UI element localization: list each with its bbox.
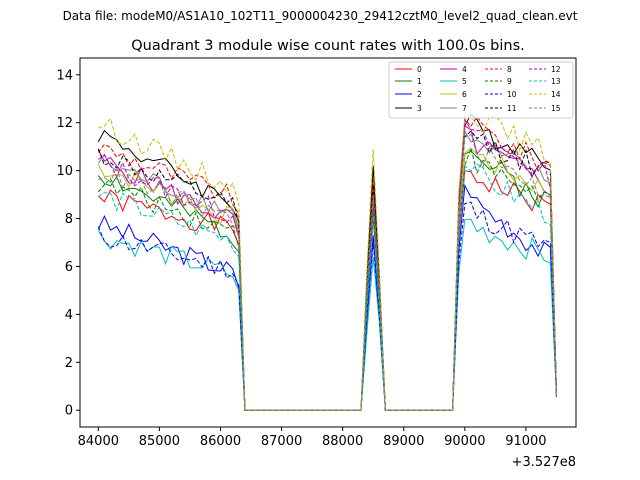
legend-label-5: 5 <box>462 77 467 86</box>
x-tick-label: 90000 <box>444 434 485 449</box>
series-line-12 <box>98 118 557 411</box>
y-tick-label: 14 <box>56 68 73 83</box>
legend-label-15: 15 <box>551 104 561 113</box>
axis-ticks: 84000 85000 86000 87000 88000 89000 90000 91000… <box>56 68 546 449</box>
legend-label-1: 1 <box>417 77 422 86</box>
y-tick-label: 2 <box>65 356 73 371</box>
legend-label-6: 6 <box>462 90 467 99</box>
legend-label-10: 10 <box>507 90 517 99</box>
x-tick-label: 86000 <box>200 434 241 449</box>
legend-label-4: 4 <box>462 65 467 74</box>
x-tick-label: 85000 <box>139 434 180 449</box>
legend-label-14: 14 <box>551 90 561 99</box>
x-tick-label: 84000 <box>78 434 119 449</box>
series-line-7 <box>97 129 557 411</box>
series-line-9 <box>97 146 557 411</box>
series-line-15 <box>98 133 557 411</box>
series-line-3 <box>97 113 557 411</box>
legend-label-13: 13 <box>551 77 561 86</box>
x-tick-label: 87000 <box>261 434 302 449</box>
x-offset-label: +3.527e8 <box>512 455 576 470</box>
y-tick-label: 4 <box>65 308 73 323</box>
legend-label-8: 8 <box>507 65 512 74</box>
series-line-6 <box>97 147 557 411</box>
legend-label-3: 3 <box>417 104 422 113</box>
y-tick-label: 8 <box>65 212 73 227</box>
legend-label-12: 12 <box>551 65 561 74</box>
y-tick-label: 12 <box>56 116 73 131</box>
x-tick-label: 91000 <box>505 434 546 449</box>
series-layer <box>97 113 557 411</box>
y-tick-label: 6 <box>65 260 73 275</box>
series-line-10 <box>97 201 557 411</box>
plot-frame <box>79 57 577 428</box>
y-tick-label: 0 <box>65 404 73 419</box>
legend-label-7: 7 <box>462 104 467 113</box>
chart-title: Quadrant 3 module wise count rates with … <box>131 38 525 54</box>
legend-box <box>388 61 574 119</box>
legend-label-0: 0 <box>417 65 422 74</box>
x-tick-label: 89000 <box>383 434 424 449</box>
series-line-13 <box>98 163 557 411</box>
data-file-caption: Data file: modeM0/AS1A10_102T11_90000042… <box>63 9 578 23</box>
series-line-14 <box>98 115 557 411</box>
series-line-2 <box>97 183 557 411</box>
x-tick-label: 88000 <box>322 434 363 449</box>
legend-label-9: 9 <box>507 77 512 86</box>
series-line-5 <box>97 218 557 411</box>
legend-label-11: 11 <box>507 104 517 113</box>
y-tick-label: 10 <box>56 164 73 179</box>
series-line-0 <box>97 170 557 411</box>
series-line-11 <box>97 130 557 411</box>
legend-label-2: 2 <box>417 90 422 99</box>
